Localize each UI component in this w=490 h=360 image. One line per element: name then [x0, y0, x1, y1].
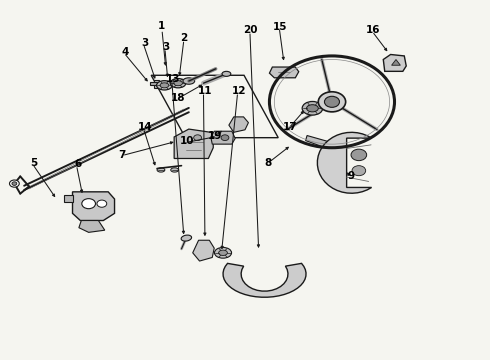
Circle shape: [97, 200, 107, 207]
Text: 7: 7: [118, 150, 125, 160]
Ellipse shape: [170, 78, 186, 88]
Polygon shape: [64, 195, 73, 202]
Ellipse shape: [157, 81, 172, 90]
Text: 2: 2: [180, 33, 188, 43]
Ellipse shape: [307, 105, 318, 112]
Text: 19: 19: [208, 131, 222, 141]
Text: 8: 8: [265, 158, 272, 168]
Circle shape: [194, 135, 201, 140]
Text: 14: 14: [138, 122, 152, 132]
Polygon shape: [383, 54, 406, 71]
Polygon shape: [318, 132, 371, 193]
Polygon shape: [229, 117, 248, 132]
Circle shape: [9, 180, 19, 187]
Text: 17: 17: [283, 122, 297, 132]
Circle shape: [221, 135, 229, 140]
Text: 13: 13: [166, 74, 180, 84]
Ellipse shape: [171, 168, 178, 172]
Text: 6: 6: [74, 159, 81, 169]
Polygon shape: [211, 131, 235, 144]
Text: 10: 10: [180, 136, 195, 146]
Ellipse shape: [173, 81, 182, 86]
Text: 15: 15: [273, 22, 288, 32]
Polygon shape: [306, 135, 338, 150]
Ellipse shape: [302, 102, 323, 115]
Polygon shape: [150, 82, 159, 85]
Text: 5: 5: [30, 158, 38, 168]
Ellipse shape: [219, 250, 227, 256]
Polygon shape: [79, 221, 105, 232]
Text: 4: 4: [122, 46, 129, 57]
Polygon shape: [392, 59, 400, 65]
Text: 12: 12: [232, 86, 246, 96]
Circle shape: [318, 92, 345, 112]
Text: 16: 16: [366, 25, 380, 35]
Circle shape: [351, 149, 367, 161]
Ellipse shape: [160, 83, 169, 88]
Text: 3: 3: [162, 42, 170, 52]
Ellipse shape: [183, 78, 195, 84]
Polygon shape: [270, 67, 299, 78]
Polygon shape: [73, 192, 115, 221]
Ellipse shape: [215, 247, 232, 258]
Text: 20: 20: [244, 25, 258, 35]
Ellipse shape: [222, 71, 231, 76]
Polygon shape: [174, 129, 213, 158]
Text: 11: 11: [197, 86, 212, 96]
Text: 18: 18: [171, 93, 185, 103]
Circle shape: [82, 199, 96, 209]
Ellipse shape: [157, 168, 165, 172]
Circle shape: [324, 96, 340, 107]
Polygon shape: [193, 240, 214, 261]
Circle shape: [352, 166, 366, 176]
Polygon shape: [223, 264, 306, 297]
Text: 9: 9: [348, 171, 355, 181]
Text: 3: 3: [141, 38, 148, 48]
Text: 1: 1: [158, 21, 166, 31]
Ellipse shape: [181, 235, 192, 241]
Polygon shape: [154, 80, 159, 88]
Circle shape: [12, 182, 17, 185]
